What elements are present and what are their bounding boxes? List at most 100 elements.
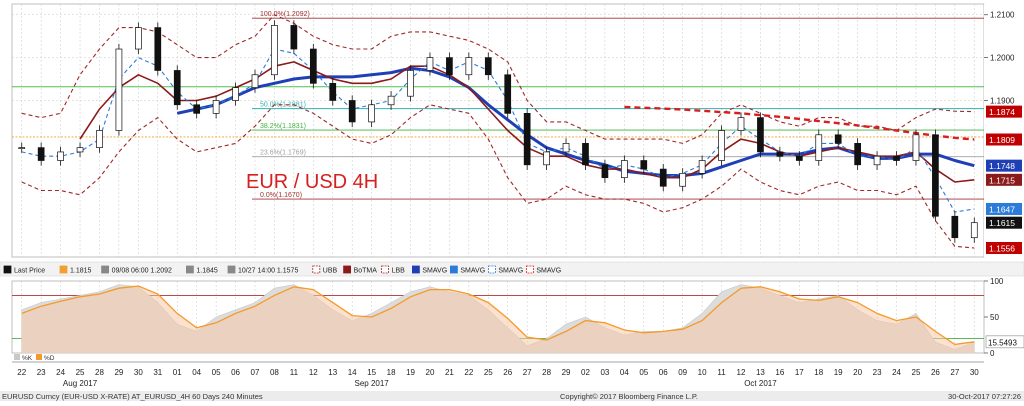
footer-left: EURUSD Curncy (EUR-USD X-RATE) AT_EURUSD… [2,392,263,401]
candle-body [659,168,667,187]
x-tick-label: 15 [367,368,376,377]
legend-swatch [381,265,390,274]
candle-body [504,74,512,114]
legend-swatch [487,265,496,274]
price-tag-label: 1.1874 [989,107,1015,117]
candle-body [679,173,687,187]
osc-tick-label: 0 [990,349,995,358]
price-tag-label: 1.1615 [989,218,1015,228]
price-tag-label: 1.1715 [989,175,1015,185]
x-tick-label: 08 [270,368,279,377]
legend-swatch [449,265,458,274]
candle-body [115,48,123,131]
oscillator-axis: 100 50 0 15.5493 [984,277,1024,358]
fib-label: 50.0%(1.1881) [260,102,306,109]
candle-body [368,104,375,123]
x-tick-label: 18 [814,368,823,377]
price-tags: 1.1874 1.1809 1.1748 1.1715 1.1647 1.1615 1.15… [986,105,1022,254]
candle-body [698,160,706,174]
x-tick-label: 04 [192,368,201,377]
legend-label: SMAVG [460,268,485,275]
x-tick-label: 04 [620,368,629,377]
legend-label: LBB [392,268,406,275]
oscillator-legend: %K %D [14,354,55,362]
x-tick-label: 13 [328,368,337,377]
candle-body [484,57,492,76]
candle-body [154,27,162,71]
legend-label: SMAVG [498,268,523,275]
candle-body [271,25,278,76]
candle-body [465,57,473,76]
candle-body [446,57,453,76]
x-tick-label: 13 [756,368,765,377]
candle-body [57,151,64,161]
price-tag-label: 1.1748 [989,161,1015,171]
series-line [21,104,975,249]
x-tick-label: 02 [581,368,590,377]
date-axis: 22 23 24 25 28 29 30 31 01 04 05 06 07 08 11 12 13 14 15 18… [12,361,984,388]
legend-label: 1.1845 [196,268,218,275]
x-tick-label: 01 [173,368,182,377]
candle-body [523,112,531,166]
month-label: Sep 2017 [355,379,390,388]
candle-body [18,147,26,150]
fib-label: 0.0%(1.1670) [260,192,302,199]
price-tag-label: 1.1647 [989,204,1015,214]
legend-label: SMAVG [536,268,561,275]
x-tick-label: 30 [134,368,143,377]
x-tick-label: 19 [406,368,415,377]
candle-body [135,27,142,50]
x-tick-label: 05 [212,368,221,377]
candle-body [640,160,648,170]
osc-value-label: 15.5493 [988,338,1017,347]
price-tag [986,133,1022,146]
legend-background [0,261,1024,277]
price-tag [986,159,1022,172]
candle-body [621,160,628,179]
x-tick-label: 24 [56,368,65,377]
candlesticks [18,20,978,243]
candle-body [776,151,784,157]
x-tick-label: 11 [290,368,299,377]
candle-body [834,134,842,144]
x-tick-label: 06 [231,368,240,377]
candle-body [932,134,939,217]
x-tick-label: 25 [484,368,493,377]
candle-body [757,117,764,153]
candle-body [290,25,298,50]
osc-tick-label: 100 [990,277,1004,286]
x-tick-label: 10 [698,368,707,377]
x-tick-label: 07 [251,368,260,377]
price-tag [986,202,1022,215]
osc-legend-swatch [14,354,20,360]
legend-swatch [411,265,420,274]
oscillator-series [21,284,975,354]
x-tick-label: 23 [873,368,882,377]
price-tag [986,105,1022,118]
x-tick-label: 18 [387,368,396,377]
candle-body [407,70,414,97]
candle-body [329,82,337,101]
candle-body [348,100,356,123]
x-tick-label: 12 [737,368,746,377]
legend-label: 09/08 06:00 1.2092 [112,268,172,275]
x-tick-label: 19 [834,368,843,377]
candle-body [970,222,978,239]
legend-label: UBB [323,268,338,275]
x-tick-label: 28 [95,368,104,377]
price-tag [986,216,1022,229]
candle-body [562,143,570,153]
osc-tick-label: 50 [990,313,999,322]
x-tick-label: 29 [562,368,571,377]
legend-label: SMAVG [422,268,447,275]
candle-body [309,48,317,84]
fib-label: 23.6%(1.1769) [260,150,306,157]
fib-label: 100.0%(1.2092) [260,11,310,18]
x-tick-label: 17 [795,368,804,377]
legend-swatch [312,265,321,274]
candle-body [582,143,589,166]
legend-label: Last Price [14,268,45,275]
osc-value-tag [985,335,1024,349]
